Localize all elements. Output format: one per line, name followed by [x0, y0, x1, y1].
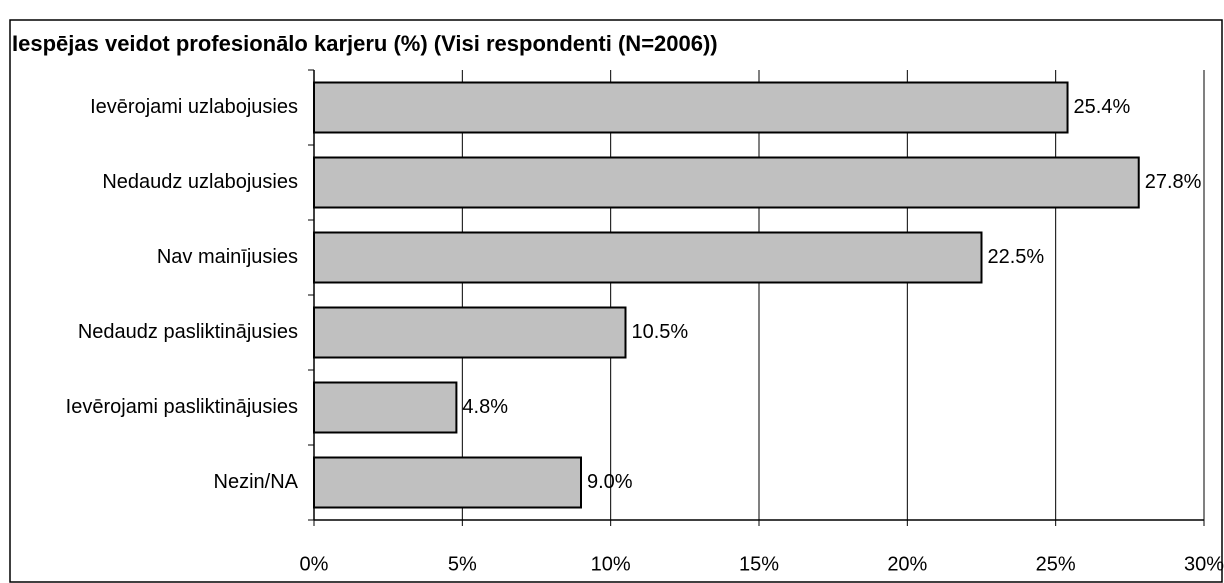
- data-label: 25.4%: [1074, 96, 1131, 118]
- x-tick-label: 30%: [1184, 553, 1224, 575]
- y-tick-label: Ievērojami uzlabojusies: [90, 96, 298, 118]
- bar: [313, 306, 627, 359]
- x-tick-label: 0%: [300, 553, 329, 575]
- data-label: 27.8%: [1145, 171, 1202, 193]
- chart-frame: [9, 19, 1223, 583]
- x-tick-label: 20%: [887, 553, 927, 575]
- x-tick-label: 15%: [739, 553, 779, 575]
- bar: [313, 231, 983, 284]
- y-tick-label: Nedaudz pasliktinājusies: [78, 321, 298, 343]
- y-tick-label: Nav mainījusies: [157, 246, 298, 268]
- bar: [313, 456, 582, 509]
- y-tick-label: Ievērojami pasliktinājusies: [66, 396, 298, 418]
- x-tick-label: 10%: [591, 553, 631, 575]
- bar: [313, 81, 1069, 134]
- x-tick-label: 5%: [448, 553, 477, 575]
- y-tick-label: Nezin/NA: [214, 471, 299, 493]
- data-label: 22.5%: [988, 246, 1045, 268]
- bar: [313, 381, 458, 434]
- data-label: 10.5%: [632, 321, 689, 343]
- chart-title: Iespējas veidot profesionālo karjeru (%)…: [12, 31, 718, 56]
- x-tick-label: 25%: [1036, 553, 1076, 575]
- y-tick-label: Nedaudz uzlabojusies: [102, 171, 298, 193]
- data-label: 9.0%: [587, 471, 633, 493]
- data-label: 4.8%: [462, 396, 508, 418]
- bar: [313, 156, 1140, 209]
